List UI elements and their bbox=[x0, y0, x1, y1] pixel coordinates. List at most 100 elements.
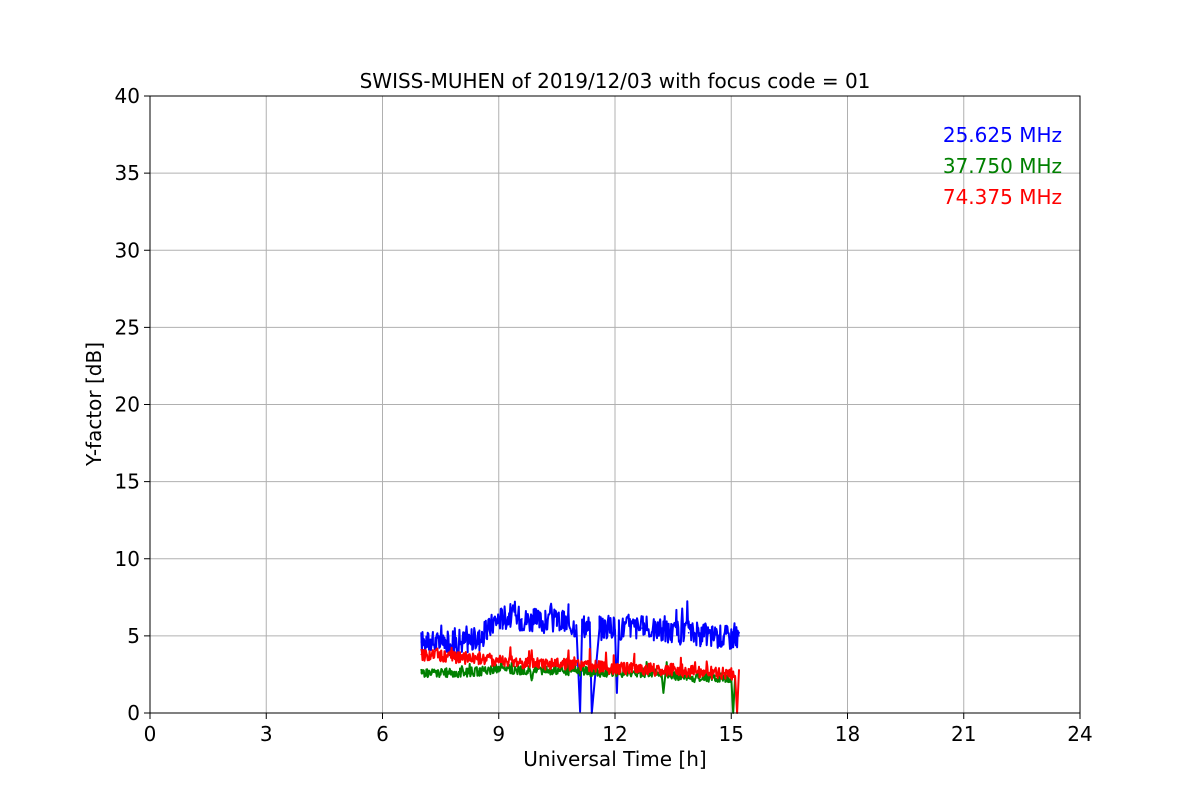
series-point bbox=[629, 625, 632, 628]
legend-entry: 37.750 MHz bbox=[943, 154, 1062, 178]
series-point bbox=[598, 627, 601, 629]
series-point bbox=[606, 672, 609, 674]
series-point bbox=[726, 676, 729, 679]
series-point bbox=[616, 692, 618, 694]
series-point bbox=[711, 635, 713, 637]
series-point bbox=[478, 638, 481, 640]
x-tick-label: 6 bbox=[376, 722, 389, 746]
series-point bbox=[579, 710, 581, 713]
series-point bbox=[633, 667, 636, 670]
series-point bbox=[618, 627, 620, 629]
series-path bbox=[420, 646, 740, 714]
chart-title: SWISS-MUHEN of 2019/12/03 with focus cod… bbox=[360, 69, 871, 93]
x-tick-label: 15 bbox=[719, 722, 744, 746]
series-line-2 bbox=[420, 646, 740, 714]
y-tick-label: 40 bbox=[115, 84, 140, 108]
series-point bbox=[662, 692, 665, 694]
series-point bbox=[532, 619, 535, 622]
series-point bbox=[532, 669, 535, 671]
series-path bbox=[420, 600, 740, 714]
series-point bbox=[575, 624, 578, 626]
series-point bbox=[730, 636, 733, 639]
series-point bbox=[439, 655, 442, 657]
x-tick-label: 24 bbox=[1067, 722, 1092, 746]
series-point bbox=[711, 672, 713, 674]
series-point bbox=[521, 618, 523, 620]
series-point bbox=[652, 669, 655, 671]
x-axis-title: Universal Time [h] bbox=[523, 747, 706, 771]
y-axis-title: Y-factor [dB] bbox=[82, 342, 106, 467]
series-point bbox=[420, 653, 423, 656]
y-tick-label: 35 bbox=[115, 161, 140, 185]
x-tick-label: 9 bbox=[492, 722, 505, 746]
series-point bbox=[528, 670, 531, 673]
series-point bbox=[641, 627, 643, 629]
series-point bbox=[501, 616, 504, 619]
series-line-0 bbox=[420, 600, 740, 714]
series-point bbox=[583, 624, 585, 626]
series-point bbox=[432, 641, 434, 643]
series-point bbox=[730, 673, 733, 676]
y-tick-label: 10 bbox=[115, 547, 140, 571]
series-point bbox=[443, 642, 446, 645]
legend: 25.625 MHz 37.750 MHz 74.375 MHz bbox=[943, 123, 1062, 209]
series-point bbox=[455, 641, 457, 643]
series-point bbox=[544, 621, 547, 623]
series-point bbox=[691, 670, 694, 673]
series-point bbox=[614, 628, 616, 631]
series-point bbox=[676, 631, 678, 634]
legend-entry: 25.625 MHz bbox=[943, 123, 1062, 147]
tick-layer: 0 3 6 9 12 15 18 21 24 0 5 10 15 20 25 30 35 40 bbox=[115, 84, 1093, 746]
series-point bbox=[734, 675, 736, 677]
series-point bbox=[556, 619, 558, 622]
series-point bbox=[722, 635, 725, 637]
series-point bbox=[466, 639, 469, 642]
y-tick-label: 20 bbox=[115, 393, 140, 417]
series-point bbox=[652, 628, 655, 631]
series-point bbox=[610, 625, 612, 628]
series-point bbox=[497, 659, 500, 662]
series-point bbox=[420, 641, 423, 643]
y-tick-label: 25 bbox=[115, 315, 140, 339]
series-point bbox=[459, 672, 461, 674]
y-tick-label: 0 bbox=[127, 701, 140, 725]
series-point bbox=[556, 662, 558, 665]
y-tick-label: 30 bbox=[115, 238, 140, 262]
series-point bbox=[497, 667, 500, 670]
series-point bbox=[478, 658, 481, 660]
series-point bbox=[509, 615, 512, 617]
series-point bbox=[581, 625, 583, 628]
series-point bbox=[439, 672, 442, 674]
series-point bbox=[459, 656, 461, 659]
series-point bbox=[672, 669, 674, 671]
series-layer bbox=[420, 600, 740, 714]
series-point bbox=[567, 622, 570, 625]
series-point bbox=[517, 661, 519, 663]
x-tick-label: 18 bbox=[835, 722, 860, 746]
series-point bbox=[738, 669, 740, 671]
series-point bbox=[420, 672, 423, 674]
series-point bbox=[486, 630, 488, 633]
x-tick-label: 12 bbox=[602, 722, 627, 746]
legend-entry: 74.375 MHz bbox=[943, 185, 1062, 209]
series-point bbox=[664, 630, 667, 633]
series-point bbox=[594, 665, 597, 668]
series-point bbox=[614, 667, 616, 670]
x-tick-label: 21 bbox=[951, 722, 976, 746]
series-point bbox=[575, 664, 578, 666]
series-point bbox=[494, 619, 496, 622]
x-tick-label: 3 bbox=[260, 722, 273, 746]
series-point bbox=[530, 678, 533, 680]
series-point bbox=[738, 635, 740, 637]
y-tick-label: 15 bbox=[115, 470, 140, 494]
series-point bbox=[699, 633, 702, 636]
y-tick-label: 5 bbox=[127, 624, 140, 648]
series-point bbox=[691, 676, 694, 679]
series-point bbox=[589, 625, 591, 628]
x-tick-label: 0 bbox=[144, 722, 157, 746]
series-point bbox=[478, 670, 481, 673]
series-point bbox=[517, 669, 519, 671]
series-point bbox=[536, 662, 539, 665]
